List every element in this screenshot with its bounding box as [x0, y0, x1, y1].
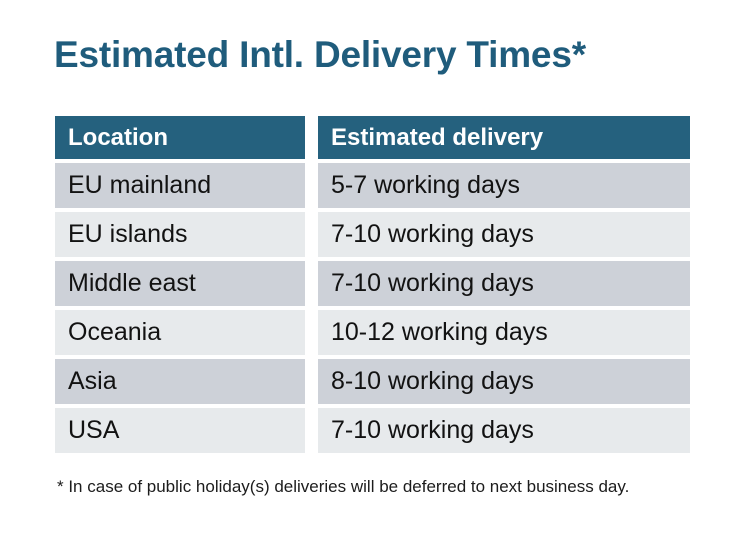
cell-location: USA: [55, 408, 305, 453]
cell-location: Middle east: [55, 261, 305, 306]
cell-delivery: 8-10 working days: [318, 359, 690, 404]
cell-location: EU islands: [55, 212, 305, 257]
column-header-location: Location: [55, 116, 305, 159]
cell-location: Asia: [55, 359, 305, 404]
cell-delivery: 7-10 working days: [318, 408, 690, 453]
cell-delivery: 10-12 working days: [318, 310, 690, 355]
cell-delivery: 7-10 working days: [318, 261, 690, 306]
column-header-estimated-delivery: Estimated delivery: [318, 116, 690, 159]
page-title: Estimated Intl. Delivery Times*: [54, 34, 586, 75]
footnote: * In case of public holiday(s) deliverie…: [57, 477, 630, 496]
cell-delivery: 7-10 working days: [318, 212, 690, 257]
delivery-times-table: Location Estimated delivery EU mainland 5…: [55, 116, 690, 453]
cell-location: Oceania: [55, 310, 305, 355]
cell-delivery: 5-7 working days: [318, 163, 690, 208]
cell-location: EU mainland: [55, 163, 305, 208]
